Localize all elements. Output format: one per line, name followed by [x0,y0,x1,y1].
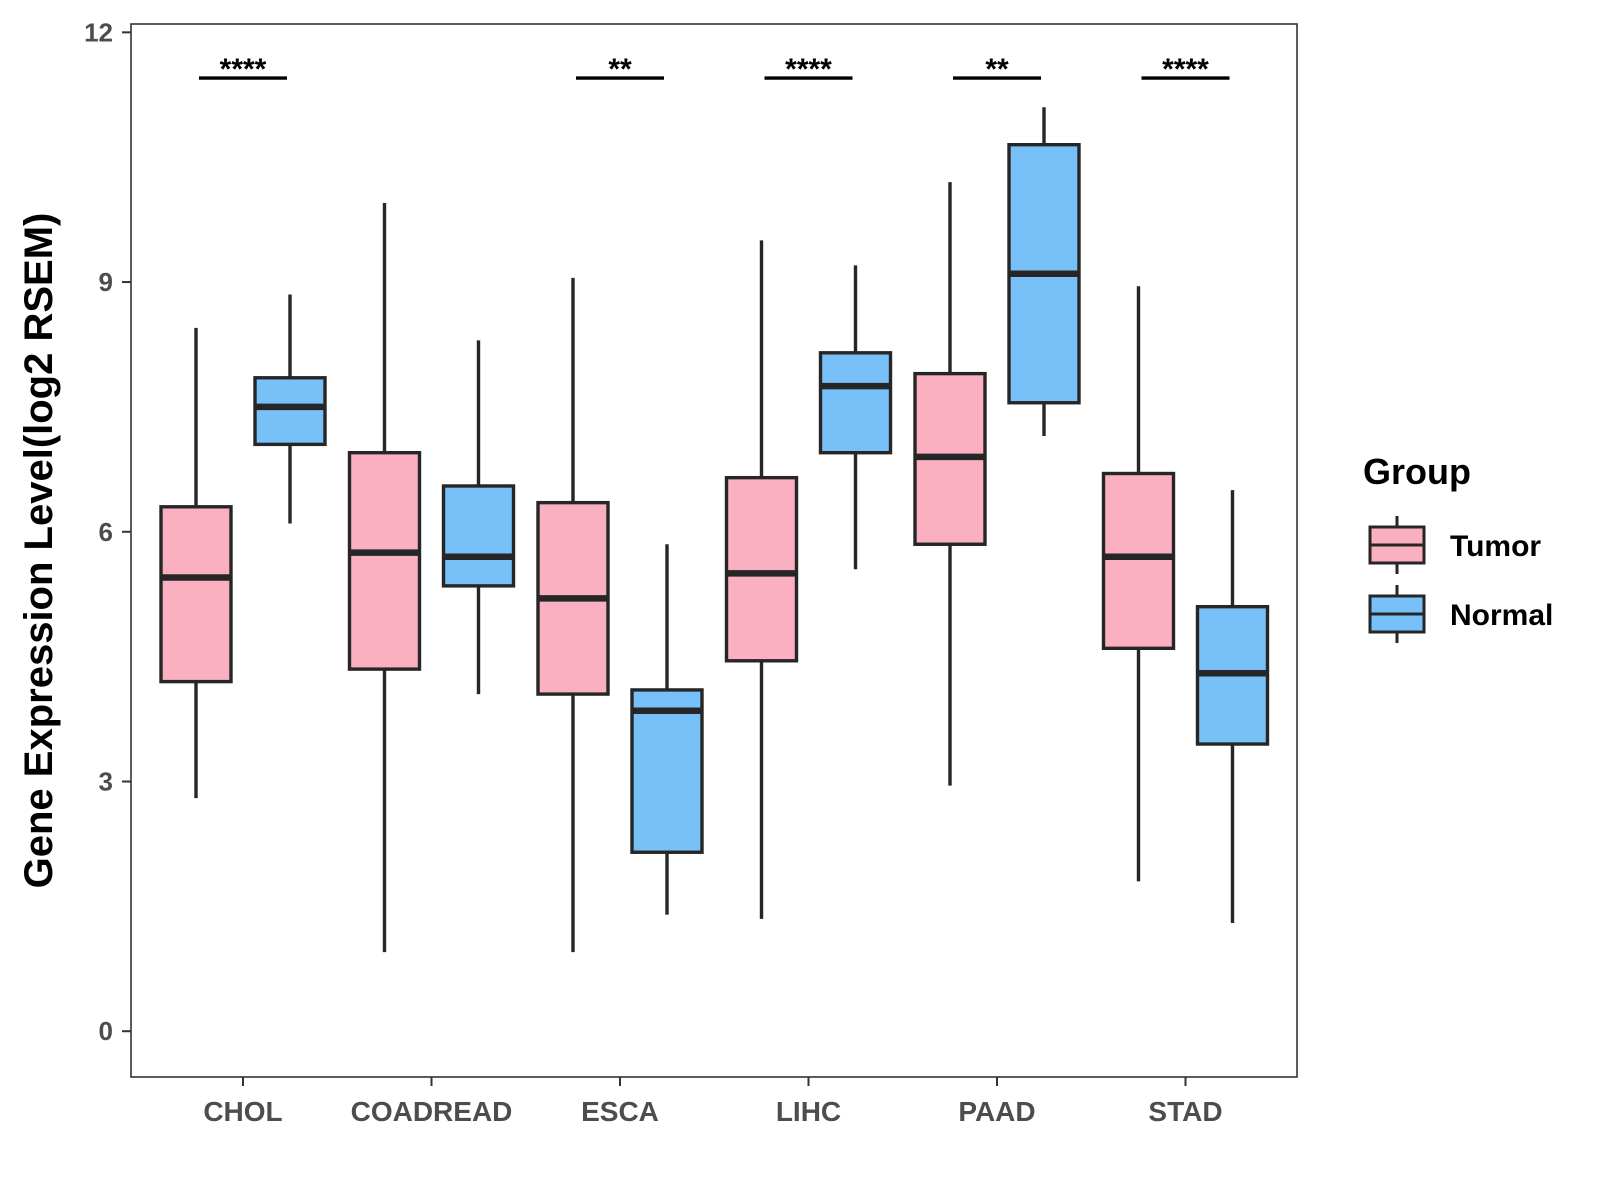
box-tumor-chol [159,327,233,799]
significance-label: **** [220,53,267,86]
box-normal-esca [630,544,704,915]
box-body [818,351,893,455]
box-body [347,450,422,671]
significance-label: ** [608,53,632,86]
x-tick-label: COADREAD [351,1096,513,1127]
y-tick-label: 6 [99,517,113,547]
x-tick-label: ESCA [581,1096,659,1127]
box-tumor-paad [913,182,987,786]
box-normal-lihc [818,265,893,570]
legend-item-tumor: Tumor [1368,516,1541,574]
box-body [724,475,799,663]
significance-label: **** [1162,53,1209,86]
box-body [159,505,233,684]
x-tick-label: CHOL [203,1096,282,1127]
box-tumor-stad [1101,286,1176,882]
y-tick-label: 0 [99,1016,113,1046]
y-tick-label: 3 [99,766,113,796]
box-body [253,376,327,447]
box-body [441,484,516,588]
box-body [630,688,704,854]
legend-label: Normal [1450,599,1553,632]
legend-item-normal: Normal [1368,585,1553,643]
y-axis-title: Gene Expression Level(log2 RSEM) [17,213,61,889]
legend-title: Group [1363,451,1471,492]
box-tumor-lihc [724,240,799,919]
y-tick-label: 9 [99,267,113,297]
x-tick-label: PAAD [958,1096,1035,1127]
box-body [1101,471,1176,651]
x-tick-label: STAD [1148,1096,1222,1127]
box-tumor-esca [536,277,610,953]
box-normal-coadread [441,340,516,695]
box-tumor-coadread [347,202,422,953]
legend-label: Tumor [1450,530,1541,563]
box-normal-paad [1007,107,1081,437]
plot-panel-border [130,23,1298,1078]
box-normal-chol [253,294,327,524]
box-normal-stad [1195,490,1270,924]
significance-label: **** [785,53,832,86]
significance-label: ** [985,53,1009,86]
y-tick-label: 12 [84,17,113,47]
x-tick-label: LIHC [776,1096,841,1127]
